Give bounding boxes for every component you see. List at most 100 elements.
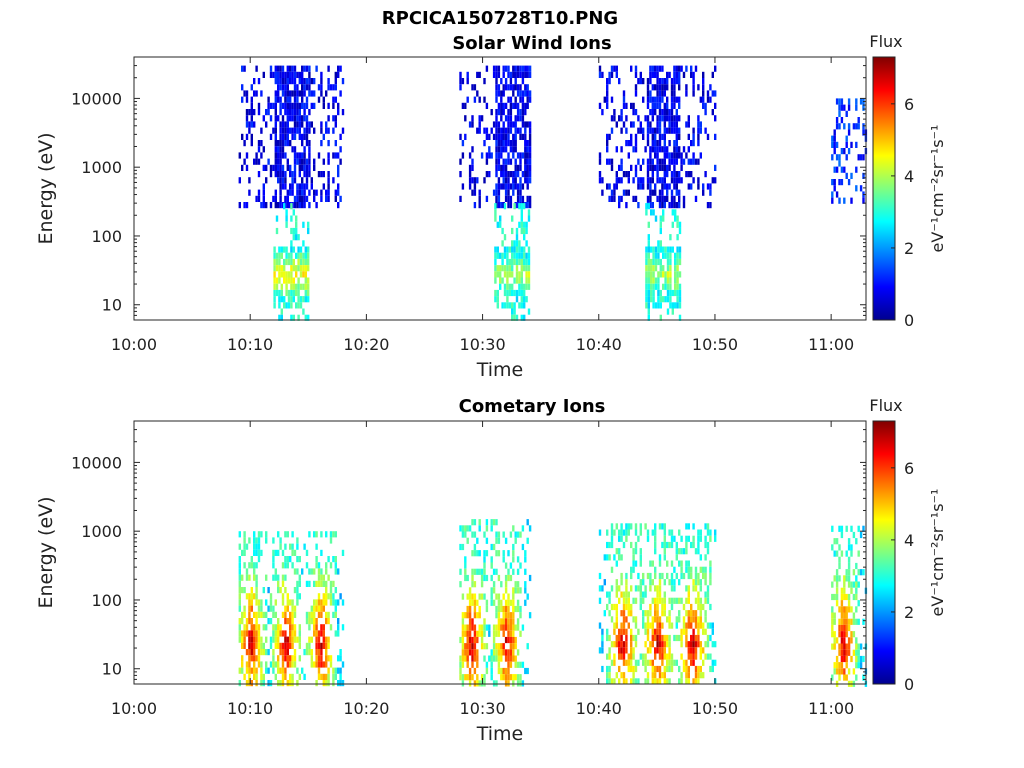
flux-cell	[502, 183, 505, 190]
flux-cell	[651, 579, 654, 586]
flux-cell	[673, 195, 676, 202]
flux-cell	[666, 78, 669, 85]
flux-cell	[670, 127, 674, 134]
flux-cell	[668, 665, 671, 673]
flux-cell	[257, 649, 261, 656]
flux-cell	[301, 164, 304, 171]
flux-cell	[632, 548, 635, 555]
flux-cell	[697, 579, 700, 586]
flux-cell	[847, 593, 851, 601]
flux-cell	[523, 314, 526, 321]
flux-cell	[526, 164, 529, 171]
flux-cell	[281, 611, 285, 618]
flux-cell	[310, 568, 313, 575]
flux-cell	[850, 631, 853, 638]
flux-cell	[525, 227, 528, 235]
flux-cell	[523, 258, 526, 266]
flux-cell	[260, 599, 263, 606]
flux-cell	[504, 183, 508, 190]
flux-cell	[302, 265, 305, 272]
flux-cell	[504, 574, 508, 582]
flux-cell	[305, 65, 309, 72]
flux-cell	[305, 611, 309, 618]
flux-cell	[663, 127, 666, 134]
flux-cell	[519, 133, 522, 140]
flux-cell	[480, 568, 484, 575]
flux-cell	[307, 314, 310, 321]
flux-cell	[293, 133, 297, 140]
flux-cell	[702, 622, 705, 629]
flux-cell	[504, 171, 508, 178]
flux-cell	[618, 554, 621, 561]
flux-cell	[483, 531, 486, 538]
flux-cell	[523, 234, 526, 241]
x-axis-label: Time	[476, 723, 524, 745]
flux-cell	[678, 146, 681, 153]
flux-cell	[291, 146, 294, 153]
flux-cell	[658, 585, 662, 592]
flux-cell	[283, 277, 286, 284]
flux-cell	[281, 133, 285, 140]
flux-cell	[468, 121, 472, 128]
flux-cell	[625, 616, 628, 623]
flux-cell	[618, 529, 621, 536]
flux-cell	[485, 624, 489, 631]
flux-cell	[507, 599, 510, 606]
flux-cell	[283, 203, 286, 210]
flux-cell	[709, 653, 712, 660]
flux-cell	[459, 568, 462, 575]
flux-cell	[838, 525, 841, 532]
flux-cell	[339, 195, 342, 202]
flux-cell	[704, 591, 707, 598]
flux-cell	[514, 605, 517, 613]
flux-cell	[699, 579, 702, 586]
flux-cell	[651, 202, 654, 209]
flux-cell	[272, 661, 275, 668]
flux-cell	[620, 523, 623, 530]
flux-cell	[704, 109, 707, 116]
flux-cell	[523, 203, 526, 210]
flux-cell	[694, 647, 698, 654]
flux-cell	[634, 541, 638, 549]
flux-cell	[283, 265, 286, 272]
flux-cell	[831, 593, 834, 601]
flux-cell	[519, 680, 522, 687]
flux-cell	[615, 591, 618, 598]
flux-cell	[855, 643, 858, 650]
flux-cell	[606, 678, 609, 685]
flux-cell	[508, 289, 511, 297]
flux-cell	[507, 202, 510, 209]
flux-cell	[471, 649, 474, 656]
flux-cell	[293, 649, 297, 656]
flux-cell	[287, 271, 291, 278]
flux-cell	[646, 572, 650, 580]
flux-cell	[520, 215, 523, 222]
flux-cell	[523, 302, 526, 309]
flux-cell	[308, 78, 311, 85]
flux-cell	[658, 127, 662, 134]
flux-cell	[516, 102, 520, 109]
flux-cell	[313, 195, 316, 202]
flux-cell	[658, 523, 662, 530]
flux-cell	[281, 84, 285, 91]
flux-cell	[497, 152, 501, 159]
flux-cell	[862, 569, 865, 576]
flux-cell	[610, 585, 614, 592]
flux-cell	[852, 581, 856, 588]
flux-cell	[855, 674, 858, 681]
flux-cell	[843, 631, 846, 638]
flux-cell	[281, 593, 285, 600]
flux-cell	[659, 258, 662, 266]
flux-cell	[471, 519, 474, 526]
flux-cell	[334, 195, 337, 202]
flux-cell	[663, 653, 666, 660]
flux-cell	[835, 662, 839, 669]
flux-cell	[322, 680, 325, 687]
flux-cell	[273, 296, 276, 303]
flux-cell	[492, 189, 496, 196]
flux-cell	[630, 523, 633, 530]
flux-cell	[303, 164, 306, 171]
flux-cell	[305, 649, 309, 656]
flux-cell	[504, 189, 508, 196]
